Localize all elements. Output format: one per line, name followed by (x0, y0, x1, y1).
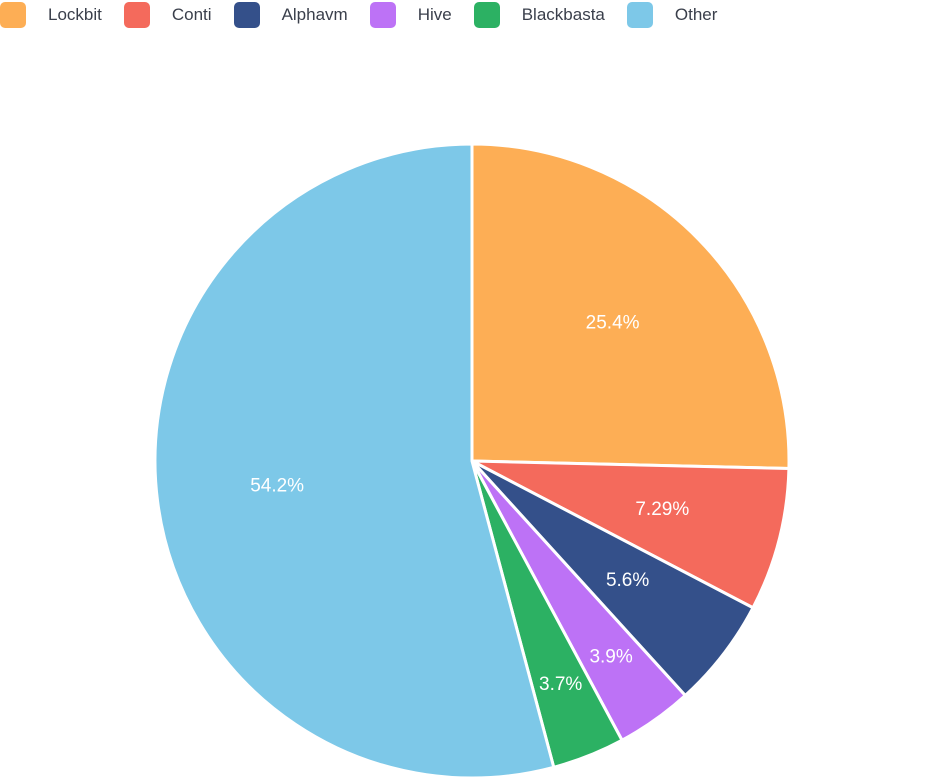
data-label-other: 54.2% (250, 476, 304, 497)
legend-item-blackbasta[interactable]: Blackbasta (473, 2, 605, 28)
legend-item-alphavm[interactable]: Alphavm (233, 2, 348, 28)
legend-item-hive[interactable]: Hive (369, 2, 452, 28)
legend-label-blackbasta: Blackbasta (521, 5, 605, 24)
pie-slice-other[interactable] (153, 142, 556, 780)
legend-label-conti: Conti (171, 5, 212, 24)
data-label-conti: 7.29% (635, 499, 689, 520)
legend-label-alphavm: Alphavm (281, 5, 348, 24)
legend-swatch-other (626, 2, 653, 28)
chart-legend: Lockbit Conti Alphavm Hive Blackbasta Ot… (0, 0, 739, 30)
legend-swatch-hive (369, 2, 396, 28)
legend-item-lockbit[interactable]: Lockbit (0, 2, 102, 28)
legend-item-conti[interactable]: Conti (123, 2, 212, 28)
legend-swatch-lockbit (0, 2, 26, 28)
data-label-alphavm: 5.6% (606, 570, 649, 591)
legend-swatch-alphavm (233, 2, 260, 28)
data-label-blackbasta: 3.7% (539, 674, 582, 695)
legend-label-lockbit: Lockbit (48, 5, 102, 24)
legend-label-other: Other (674, 5, 718, 24)
legend-swatch-conti (123, 2, 150, 28)
data-label-hive: 3.9% (589, 647, 632, 668)
legend-label-hive: Hive (417, 5, 452, 24)
legend-item-other[interactable]: Other (626, 2, 718, 28)
data-label-lockbit: 25.4% (586, 313, 640, 334)
legend-swatch-blackbasta (473, 2, 500, 28)
pie-slice-lockbit[interactable] (470, 142, 791, 471)
pie-slice-conti[interactable] (471, 459, 791, 610)
